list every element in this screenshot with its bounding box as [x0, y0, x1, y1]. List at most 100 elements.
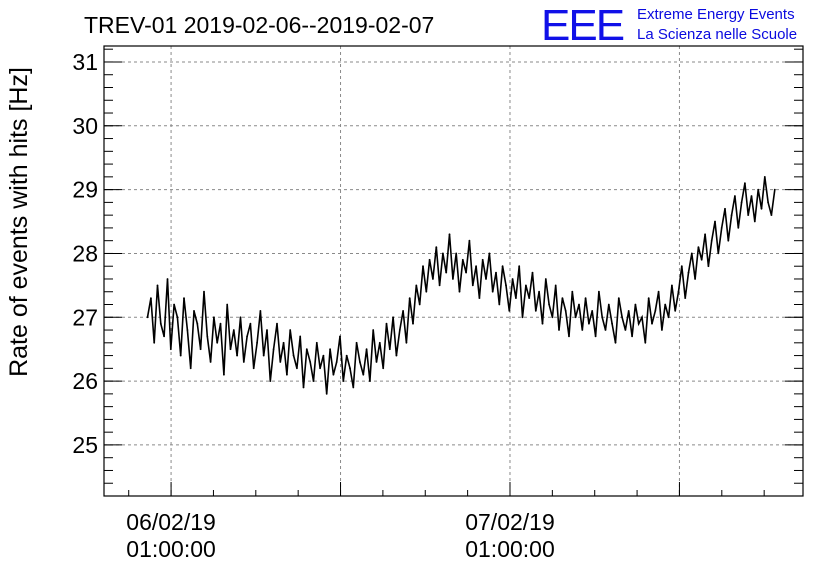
data-point — [166, 278, 169, 280]
x-tick-date-label: 07/02/19 — [465, 509, 555, 535]
data-point — [481, 258, 484, 261]
data-point — [770, 214, 773, 217]
data-point — [196, 322, 199, 325]
data-point — [415, 284, 418, 287]
data-point — [724, 207, 726, 210]
series-layer — [146, 176, 776, 395]
data-point — [554, 284, 557, 287]
data-point — [173, 303, 176, 306]
data-point — [385, 322, 388, 325]
data-point — [528, 297, 531, 299]
data-point — [312, 380, 315, 382]
y-tick-label: 25 — [72, 432, 98, 458]
data-point — [767, 201, 769, 204]
data-point — [461, 258, 464, 261]
data-point — [584, 297, 587, 299]
data-point — [498, 303, 501, 306]
data-point — [687, 271, 690, 274]
data-point — [750, 195, 753, 197]
data-point — [588, 322, 590, 325]
eee-logo: EEE Extreme Energy Events La Scienza nel… — [541, 1, 797, 50]
x-tick-time-label: 01:00:00 — [126, 536, 216, 562]
data-point — [398, 329, 401, 331]
data-point — [468, 239, 471, 242]
data-point — [442, 252, 444, 255]
data-point — [564, 310, 567, 312]
data-point — [435, 246, 438, 249]
data-point — [455, 252, 458, 255]
data-point — [508, 310, 511, 312]
data-point — [395, 354, 398, 357]
y-tick-label: 31 — [72, 49, 98, 75]
y-tick-label: 30 — [72, 113, 98, 139]
data-point — [279, 361, 282, 363]
data-point — [614, 341, 617, 344]
data-point — [176, 316, 179, 319]
data-point — [680, 265, 683, 268]
data-point — [518, 265, 521, 268]
data-point — [674, 310, 677, 312]
data-point — [206, 335, 209, 338]
data-point — [223, 373, 225, 376]
data-point — [478, 297, 481, 299]
data-point — [744, 182, 746, 185]
data-point — [266, 329, 268, 331]
data-point — [607, 303, 610, 306]
data-point — [458, 290, 461, 293]
data-point — [259, 310, 262, 312]
data-point — [471, 284, 474, 287]
data-point — [704, 233, 706, 236]
data-point — [372, 329, 375, 331]
data-point — [624, 329, 627, 331]
y-tick-label: 27 — [72, 304, 98, 330]
data-point — [604, 329, 607, 331]
data-point — [740, 201, 743, 204]
data-point — [193, 310, 195, 312]
data-point — [452, 278, 454, 280]
data-point — [378, 341, 381, 344]
data-point — [538, 290, 540, 293]
data-point — [445, 271, 448, 274]
data-point — [684, 297, 687, 299]
data-point — [717, 252, 720, 255]
data-point — [345, 354, 348, 357]
data-point — [760, 207, 763, 210]
data-point — [541, 322, 544, 325]
x-tick-time-label: 01:00:00 — [465, 536, 555, 562]
data-point — [574, 316, 577, 319]
data-point — [179, 354, 182, 357]
data-point — [203, 290, 205, 293]
data-point — [664, 303, 667, 306]
data-point — [332, 373, 335, 376]
data-point — [299, 335, 302, 338]
data-point — [219, 322, 222, 325]
x-tick-date-label: 06/02/19 — [126, 509, 216, 535]
logo-line-2: La Scienza nelle Scuole — [637, 26, 797, 43]
data-point — [286, 373, 288, 376]
data-point — [647, 297, 650, 299]
data-point — [146, 316, 149, 319]
data-point — [249, 322, 252, 325]
data-point — [375, 361, 378, 363]
logo-line-1: Extreme Energy Events — [637, 6, 795, 23]
data-point — [309, 361, 312, 363]
data-point — [432, 278, 434, 280]
data-point — [276, 322, 278, 325]
data-point — [242, 361, 245, 363]
data-point — [232, 329, 235, 331]
data-point — [627, 310, 630, 312]
data-point — [156, 284, 159, 287]
data-point — [229, 348, 232, 351]
data-point — [525, 284, 527, 287]
data-point — [169, 348, 172, 351]
data-point — [561, 297, 564, 299]
data-point — [369, 380, 371, 382]
data-point — [282, 341, 285, 344]
data-point — [412, 322, 414, 325]
data-point — [272, 348, 275, 351]
y-tick-label: 26 — [72, 368, 98, 394]
data-point — [753, 220, 756, 223]
data-point — [531, 271, 534, 274]
data-point — [199, 348, 202, 351]
